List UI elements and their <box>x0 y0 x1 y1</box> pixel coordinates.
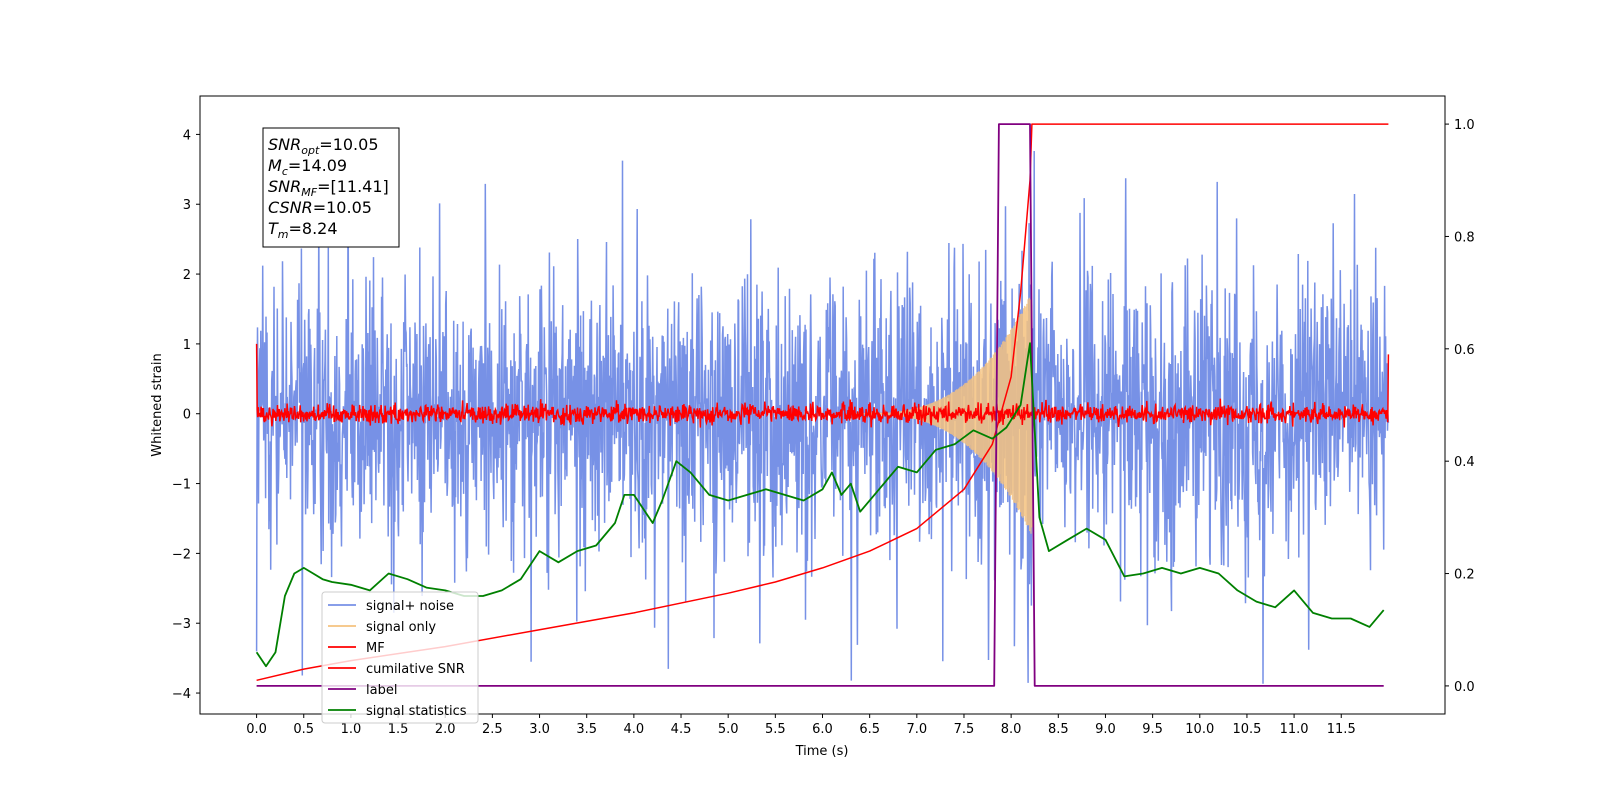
x-tick-label: 5.5 <box>765 722 786 737</box>
x-tick-label: 9.0 <box>1095 722 1116 737</box>
series-mf <box>255 343 1390 428</box>
legend-label: signal only <box>366 620 436 635</box>
x-tick-label: 4.5 <box>671 722 692 737</box>
legend-label: label <box>366 683 397 698</box>
annotation-line: Tm=8.24 <box>268 219 338 241</box>
y-axis-label: Whitened strain <box>150 353 165 456</box>
y2-tick-label: 0.6 <box>1454 343 1475 358</box>
annotation-line: SNRMF=[11.41] <box>268 177 389 199</box>
x-axis: 0.0 0.5 1.0 1.5 2.0 2.5 3.0 3.5 4.0 4.5 5.0 5.5 6.0 6… <box>246 714 1356 737</box>
x-tick-label: 3.0 <box>529 722 550 737</box>
y-tick-label: 2 <box>183 268 191 283</box>
y-tick-label: 4 <box>183 128 191 143</box>
y-tick-label: 1 <box>183 338 191 353</box>
x-tick-label: 6.0 <box>812 722 833 737</box>
x-tick-label: 9.5 <box>1142 722 1163 737</box>
x-tick-label: 4.0 <box>624 722 645 737</box>
legend: signal+ noise signal only MF cumilative SNR… <box>321 591 479 724</box>
series-signal-noise <box>255 150 1390 684</box>
x-tick-label: 2.5 <box>482 722 503 737</box>
y2-tick-label: 0.2 <box>1454 568 1475 583</box>
x-tick-label: 2.0 <box>435 722 456 737</box>
series-signal-statistics <box>255 342 1385 668</box>
x-tick-label: 10.0 <box>1185 722 1214 737</box>
series-signal-only <box>850 293 1033 534</box>
annotation-line: CSNR=10.05 <box>268 198 372 217</box>
y-tick-label: 0 <box>183 408 191 423</box>
annotation-line: Mc=14.09 <box>268 156 347 178</box>
legend-label: signal statistics <box>366 704 467 719</box>
x-tick-label: 11.0 <box>1280 722 1309 737</box>
x-axis-label: Time (s) <box>795 744 849 759</box>
series-label <box>256 123 1384 687</box>
y2-tick-label: 0.0 <box>1454 680 1475 695</box>
x-tick-label: 1.0 <box>341 722 362 737</box>
y-tick-label: −4 <box>172 687 191 702</box>
y2-tick-label: 0.4 <box>1454 455 1475 470</box>
x-tick-label: 5.0 <box>718 722 739 737</box>
x-tick-label: 1.5 <box>388 722 409 737</box>
annotation-box: SNRopt=10.05Mc=14.09SNRMF=[11.41]CSNR=10… <box>262 127 400 248</box>
y-tick-label: −3 <box>172 617 191 632</box>
x-tick-label: 10.5 <box>1232 722 1261 737</box>
x-tick-label: 11.5 <box>1327 722 1356 737</box>
annotation-frame <box>262 127 400 248</box>
y2-tick-label: 0.8 <box>1454 230 1475 245</box>
y-axis: −4 −3 −2 −1 0 1 2 3 4 <box>172 128 200 702</box>
y-tick-label: −2 <box>172 547 191 562</box>
x-tick-label: 7.0 <box>906 722 927 737</box>
legend-label: cumilative SNR <box>366 662 465 677</box>
annotation-line: SNRopt=10.05 <box>268 135 379 157</box>
legend-frame <box>321 591 479 724</box>
y2-tick-label: 1.0 <box>1454 118 1475 133</box>
y2-axis: 0.0 0.2 0.4 0.6 0.8 1.0 <box>1445 118 1475 695</box>
legend-label: signal+ noise <box>366 599 454 614</box>
x-tick-label: 8.0 <box>1001 722 1022 737</box>
y-tick-label: 3 <box>183 198 191 213</box>
legend-label: MF <box>366 641 385 656</box>
x-tick-label: 3.5 <box>576 722 597 737</box>
x-tick-label: 7.5 <box>954 722 975 737</box>
x-tick-label: 0.0 <box>246 722 267 737</box>
y-tick-label: −1 <box>172 478 191 493</box>
x-tick-label: 0.5 <box>293 722 314 737</box>
x-tick-label: 6.5 <box>859 722 880 737</box>
x-tick-label: 8.5 <box>1048 722 1069 737</box>
